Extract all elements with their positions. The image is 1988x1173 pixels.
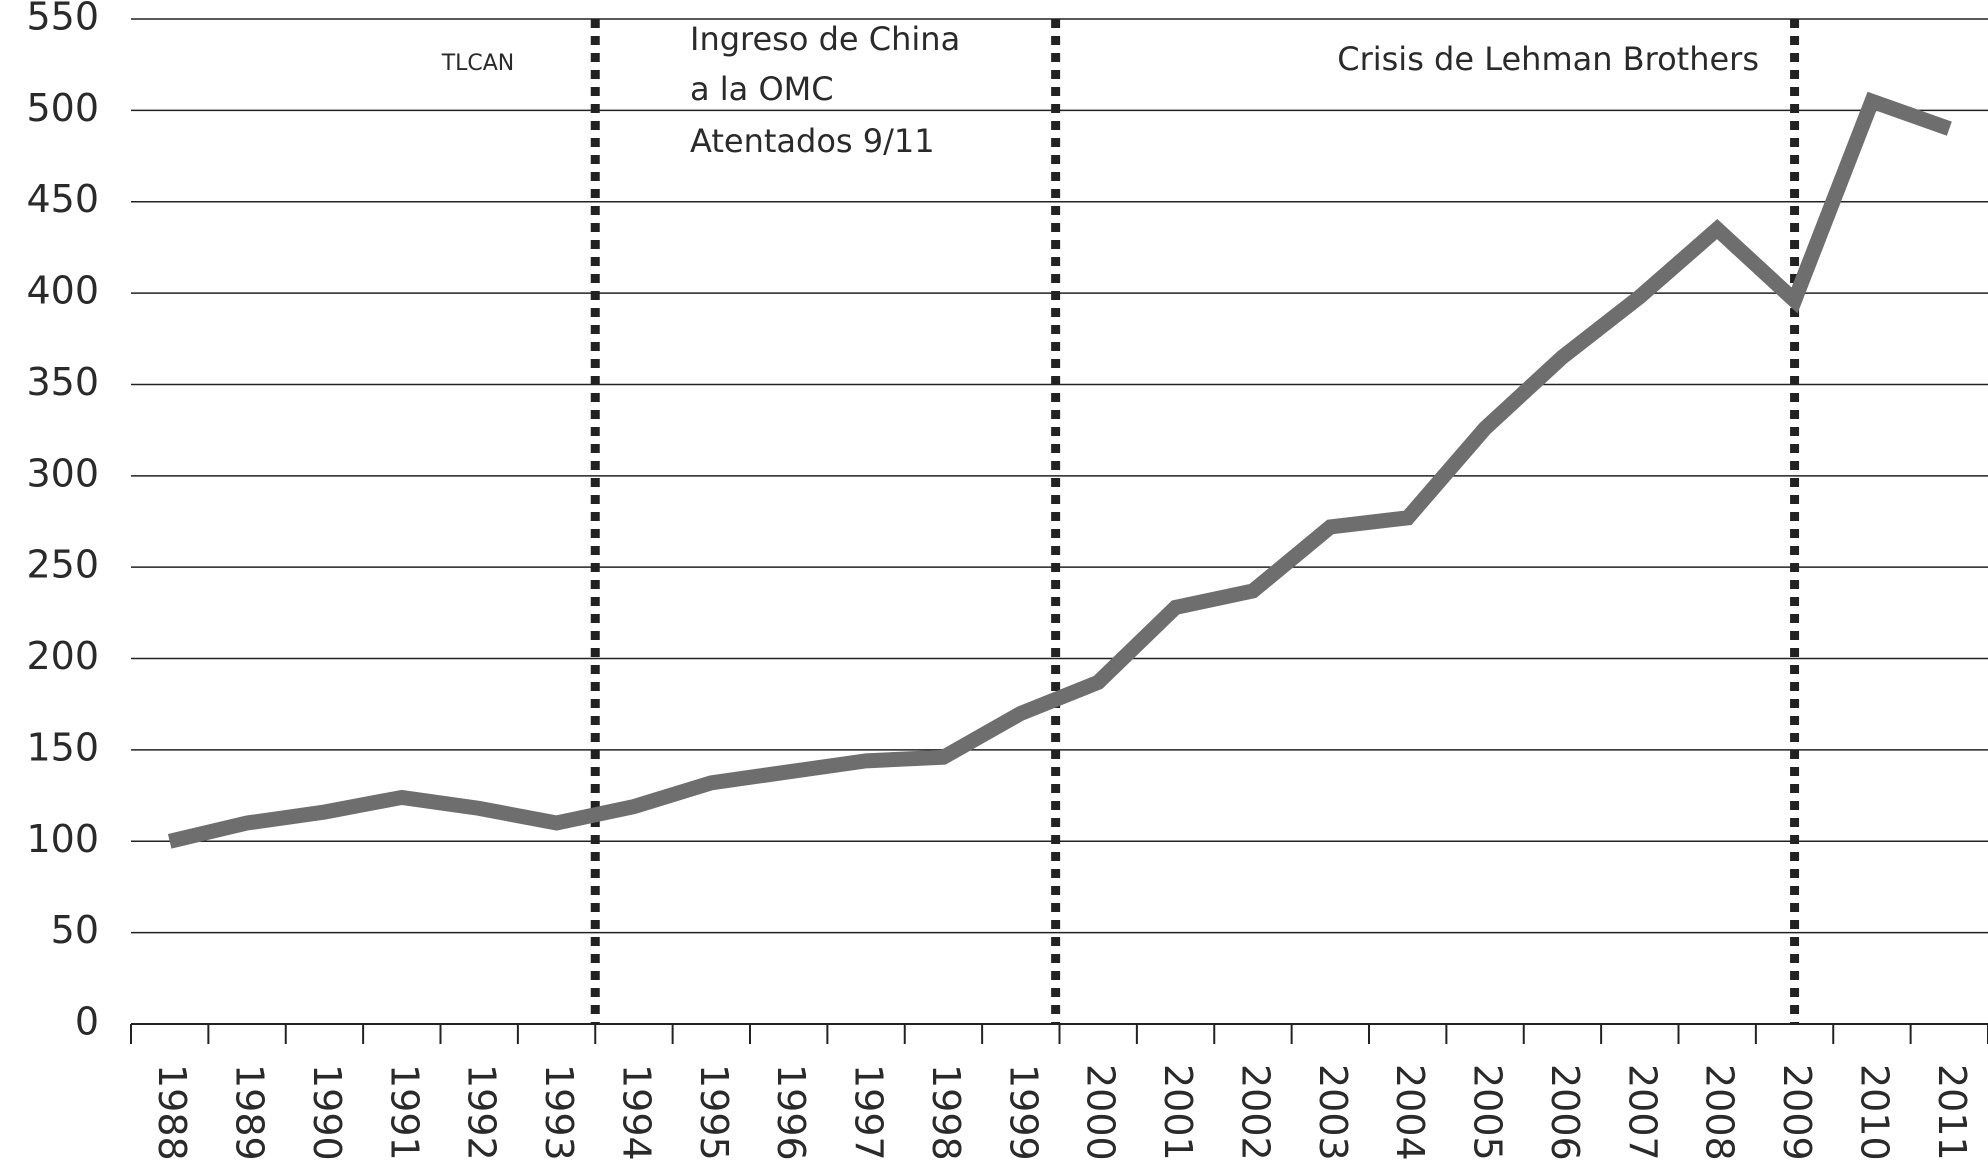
x-tick-label: 2004 bbox=[1388, 1064, 1432, 1161]
y-tick-label: 500 bbox=[26, 86, 99, 130]
x-tick-label: 2010 bbox=[1852, 1064, 1896, 1161]
x-tick-label: 2001 bbox=[1156, 1064, 1200, 1161]
x-tick-label: 2006 bbox=[1543, 1064, 1587, 1161]
y-tick-label: 50 bbox=[51, 908, 99, 952]
x-tick-label: 1992 bbox=[460, 1064, 504, 1161]
x-tick-label: 1994 bbox=[614, 1064, 658, 1161]
annotation: TLCAN bbox=[441, 51, 515, 76]
y-tick-label: 200 bbox=[26, 634, 99, 678]
annotation: Crisis de Lehman Brothers bbox=[1337, 40, 1759, 78]
y-tick-label: 250 bbox=[26, 543, 99, 587]
x-tick-label: 2008 bbox=[1698, 1064, 1742, 1161]
annotation: a la OMC bbox=[690, 70, 834, 108]
x-tick-label: 2003 bbox=[1311, 1064, 1355, 1161]
y-tick-label: 150 bbox=[26, 725, 99, 769]
x-tick-label: 1999 bbox=[1001, 1064, 1045, 1161]
x-tick-label: 1988 bbox=[150, 1064, 194, 1161]
x-tick-label: 2005 bbox=[1466, 1064, 1510, 1161]
y-tick-label: 450 bbox=[26, 177, 99, 221]
data-line bbox=[167, 91, 1952, 849]
x-tick-label: 2009 bbox=[1775, 1064, 1819, 1161]
x-tick-label: 2011 bbox=[1930, 1064, 1974, 1161]
y-tick-label: 550 bbox=[26, 0, 99, 39]
y-tick-label: 400 bbox=[26, 269, 99, 313]
x-tick-label: 2000 bbox=[1079, 1064, 1123, 1161]
y-tick-label: 0 bbox=[75, 1000, 99, 1044]
y-tick-label: 100 bbox=[26, 817, 99, 861]
x-tick-label: 1991 bbox=[382, 1064, 426, 1161]
x-tick-label: 1993 bbox=[537, 1064, 581, 1161]
x-tick-label: 1998 bbox=[924, 1064, 968, 1161]
y-tick-label: 300 bbox=[26, 451, 99, 495]
annotation: Ingreso de China bbox=[690, 20, 960, 58]
x-tick-label: 1997 bbox=[847, 1064, 891, 1161]
x-tick-label: 2002 bbox=[1233, 1064, 1277, 1161]
x-tick-label: 1996 bbox=[769, 1064, 813, 1161]
x-tick-label: 2007 bbox=[1620, 1064, 1664, 1161]
annotation: Atentados 9/11 bbox=[690, 122, 935, 160]
x-tick-label: 1990 bbox=[305, 1064, 349, 1161]
x-tick-label: 1989 bbox=[228, 1064, 272, 1161]
x-tick-label: 1995 bbox=[692, 1064, 736, 1161]
y-tick-label: 350 bbox=[26, 360, 99, 404]
